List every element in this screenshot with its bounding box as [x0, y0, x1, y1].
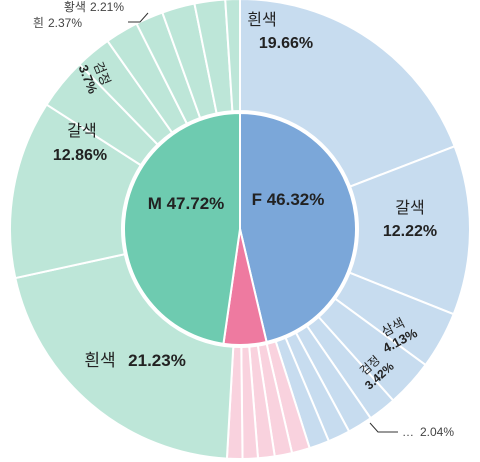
leader-line-m-yellow	[128, 12, 149, 23]
label-m-brown-name: 갈색	[67, 122, 96, 140]
label-m-whi: 흰 2.37%	[33, 16, 82, 30]
leader-lines	[128, 12, 398, 433]
label-f-white-name: 흰색	[247, 11, 276, 29]
outer-ring	[9, 0, 471, 460]
label-m-brown-pct: 12.86%	[53, 147, 107, 164]
leader-line-f-ellipsis	[369, 422, 398, 433]
labels: F 46.32% M 47.72% 흰색 19.66% 갈색 12.22% 삼색…	[33, 0, 454, 439]
outer-slice-13	[14, 252, 235, 460]
label-m-white-name: 흰색	[84, 351, 115, 370]
outer-slice-0	[239, 0, 456, 188]
inner-label-f: F 46.32%	[252, 190, 325, 209]
inner-slice-2	[123, 111, 241, 345]
outer-slice-21	[224, 0, 241, 113]
label-f-brown-name: 갈색	[395, 199, 424, 217]
inner-label-m: M 47.72%	[148, 194, 225, 213]
label-f-white-pct: 19.66%	[259, 35, 313, 52]
inner-slice-0	[239, 111, 357, 344]
inner-ring	[123, 111, 357, 346]
label-m-white-pct: 21.23%	[128, 351, 186, 370]
label-f-brown-pct: 12.22%	[383, 223, 437, 240]
label-m-yellow: 황색 2.21%	[64, 0, 124, 14]
label-f-ellipsis: … 2.04%	[402, 425, 454, 439]
